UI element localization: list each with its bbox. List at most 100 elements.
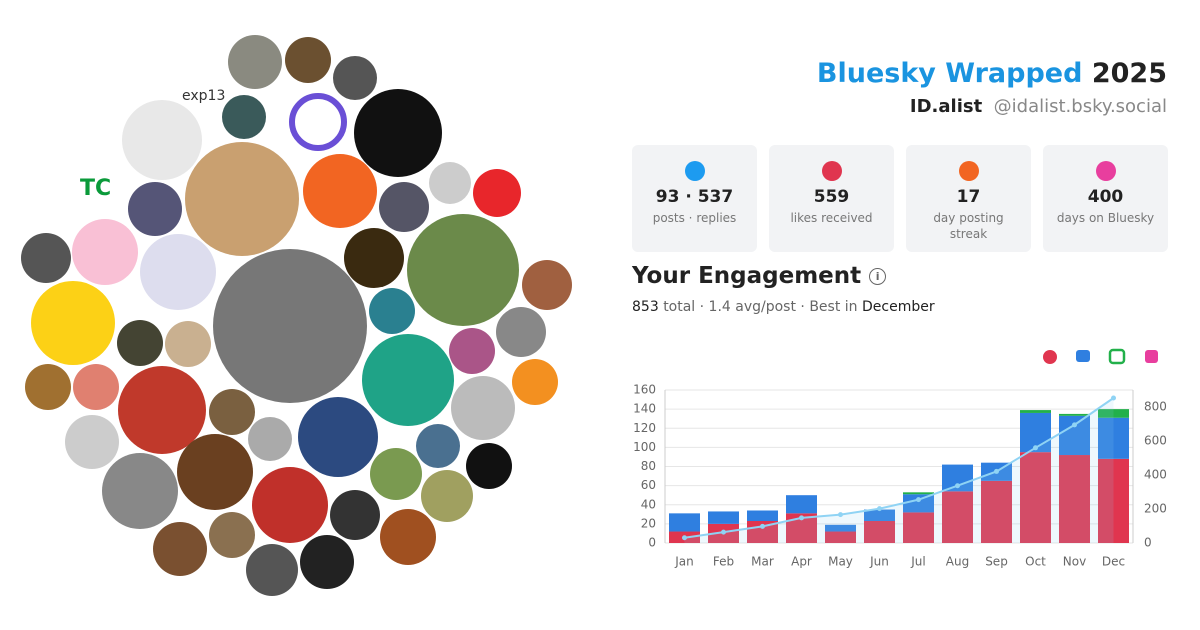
avatar [140,234,216,310]
line-point [1033,445,1038,451]
bar-segment [903,494,934,513]
avatar [512,359,558,405]
line [684,397,1115,539]
avatar [248,417,292,461]
stat-label: days on Bluesky [1056,211,1155,225]
line-point [1072,422,1077,428]
stat-label: likes received [790,211,873,225]
total: 853 [632,299,659,315]
avatar [177,434,253,510]
stat-card: 17 day posting streak [906,145,1031,252]
bar-segment [747,510,778,522]
avatar [213,249,367,403]
y-tick-label: 0 [648,536,656,550]
avatar [209,512,255,558]
heading-text: Your Engagement [632,263,862,289]
line-point [721,529,726,535]
avatar [379,182,429,232]
stat-icon [822,161,842,181]
info-icon[interactable]: i [869,268,887,285]
x-tick-label: Apr [791,555,812,569]
title-main: Bluesky Wrapped [816,58,1083,89]
x-tick-label: Feb [713,555,734,569]
line-point [994,468,999,474]
avatar [246,544,298,596]
avatar [228,35,282,89]
engagement-summary: 853 total · 1.4 avg/post · Best in Decem… [632,299,935,315]
avatar [117,320,163,366]
avatar [451,376,515,440]
avatar [153,522,207,576]
avatar [362,334,454,426]
avatar [285,37,331,83]
legend [1043,348,1158,365]
bar-segment [981,480,1012,543]
avatar [522,260,572,310]
bar-segment [1098,417,1129,459]
avatar [102,453,178,529]
x-tick-label: Nov [1063,555,1086,569]
y2-tick-label: 400 [1144,468,1167,482]
bar-segment [669,513,700,532]
avatar [333,56,377,100]
avatar [252,467,328,543]
stat-label: posts · replies [652,211,737,225]
stat-value: 559 [813,187,850,207]
stat-label: day posting streak [933,211,1004,241]
legend-icon [1145,350,1158,363]
avatar [165,321,211,367]
stat-icon [1096,161,1116,181]
line-point [916,497,921,503]
legend-icon [1043,350,1057,364]
line-area [684,397,1114,543]
stat-icon [959,161,979,181]
x-tick-label: Oct [1025,555,1046,569]
y-tick-label: 100 [633,440,656,454]
best-month: December [862,299,935,315]
avatar [303,154,377,228]
bar-segment [1059,413,1090,416]
avatar [298,397,378,477]
line-point [877,506,882,512]
line-point [1111,395,1116,401]
stat-card: 559 likes received [769,145,894,252]
stat-card: 93 · 537 posts · replies [632,145,757,252]
legend-icon [1108,348,1126,365]
x-tick-label: Jan [674,555,694,569]
y2-tick-label: 800 [1144,400,1167,414]
avatar [344,228,404,288]
avatar [222,95,266,139]
line-point [760,523,765,529]
user-line: ID.alist @idalist.bsky.social [910,96,1167,117]
avatar [21,233,71,283]
x-tick-label: May [828,555,853,569]
avatar [25,364,71,410]
avatar [496,307,546,357]
y2-tick-label: 0 [1144,536,1152,550]
y-tick-label: 20 [641,516,656,530]
avatar [466,443,512,489]
avatar [122,100,202,180]
x-tick-label: Dec [1102,555,1125,569]
avatar [369,288,415,334]
y2-tick-label: 200 [1144,502,1167,516]
y-tick-label: 40 [641,497,656,511]
avatar [300,535,354,589]
bar-segment [864,521,895,543]
bar-segment [864,509,895,522]
avatar [289,93,347,151]
avatar [407,214,519,326]
stat-value: 93 · 537 [655,187,734,207]
line-point [838,512,843,518]
line-point [799,515,804,521]
bar-segment [903,492,934,495]
avatar [421,470,473,522]
logo: TC [80,176,111,201]
bar-segment [825,531,856,543]
stat-card: 400 days on Bluesky [1043,145,1168,252]
stat-value: 400 [1087,187,1124,207]
stat-value: 17 [956,187,981,207]
bar-segment [1020,410,1051,413]
handle: @idalist.bsky.social [993,96,1167,117]
bar-segment [708,511,739,524]
